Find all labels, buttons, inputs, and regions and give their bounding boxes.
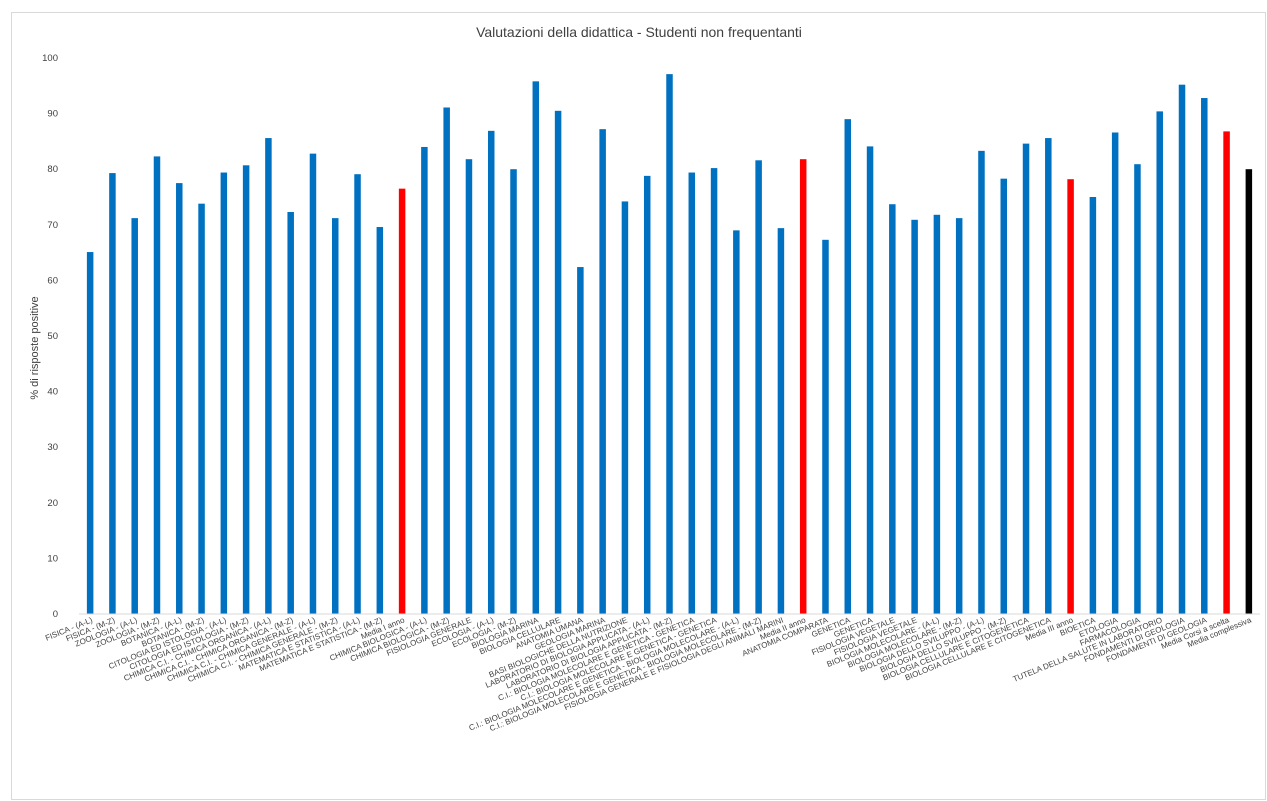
bar: [131, 218, 138, 615]
bar: [198, 203, 205, 614]
bar: [688, 172, 696, 614]
bar: [643, 175, 651, 614]
bar: [1111, 132, 1119, 614]
bar: [978, 150, 985, 615]
y-tick-label: 10: [47, 553, 58, 564]
average-bar: [1223, 131, 1230, 614]
y-axis-ticks: 0 10 20 30 40 50 60 70 80 90 100: [42, 53, 58, 620]
bar: [822, 239, 829, 614]
bar: [153, 156, 161, 615]
bar: [242, 165, 250, 615]
y-tick-label: 70: [47, 220, 58, 231]
bar-chart: Valutazioni della didattica - Studenti n…: [29, 24, 1260, 733]
bar: [844, 119, 852, 614]
bar: [621, 201, 629, 614]
bar: [332, 218, 339, 615]
bar: [510, 169, 517, 614]
average-bar: [799, 159, 807, 614]
bar: [309, 153, 317, 614]
bar: [443, 107, 450, 614]
chart-title: Valutazioni della didattica - Studenti n…: [476, 24, 802, 40]
y-tick-label: 100: [42, 53, 58, 64]
y-tick-label: 40: [47, 387, 58, 398]
bar: [1156, 111, 1163, 614]
bar: [265, 138, 272, 614]
bar: [955, 218, 963, 615]
y-tick-label: 80: [47, 164, 58, 175]
bar: [1000, 178, 1007, 615]
bar: [710, 168, 718, 614]
x-axis-labels: FISICA - (A-L)FISICA - (M-Z)ZOOLOGIA - (…: [44, 615, 1253, 733]
bar: [465, 159, 473, 614]
bar: [1022, 143, 1030, 614]
bar: [421, 146, 428, 614]
bar: [176, 183, 183, 614]
overall-average-bar: [1245, 169, 1253, 614]
bar: [109, 173, 116, 615]
average-bar: [398, 188, 406, 614]
y-tick-label: 30: [47, 442, 58, 453]
chart-frame: Valutazioni della didattica - Studenti n…: [11, 12, 1266, 800]
bar: [487, 130, 495, 614]
bar: [866, 146, 874, 615]
y-tick-label: 0: [53, 609, 58, 620]
bar: [777, 228, 785, 615]
bar: [733, 230, 740, 615]
bar: [1089, 197, 1097, 614]
bar: [554, 110, 562, 614]
bar: [666, 74, 673, 614]
y-tick-label: 20: [47, 498, 58, 509]
bar: [1045, 138, 1052, 614]
bar: [1178, 84, 1186, 615]
y-axis-label: % di risposte positive: [29, 296, 41, 399]
bar: [599, 129, 606, 614]
bar: [1134, 164, 1141, 615]
bar: [86, 252, 94, 614]
bar: [532, 81, 540, 615]
bar: [287, 212, 294, 614]
bars: [86, 74, 1253, 615]
average-bar: [1067, 179, 1074, 614]
bar: [577, 267, 584, 614]
y-tick-label: 90: [47, 109, 58, 120]
bar: [376, 227, 384, 615]
y-tick-label: 50: [47, 331, 58, 342]
bar: [220, 172, 228, 614]
y-tick-label: 60: [47, 275, 58, 286]
bar: [911, 219, 918, 614]
bar: [889, 204, 896, 614]
bar: [933, 214, 941, 615]
bar: [755, 160, 762, 614]
bar: [354, 174, 361, 615]
bar: [1201, 98, 1208, 615]
